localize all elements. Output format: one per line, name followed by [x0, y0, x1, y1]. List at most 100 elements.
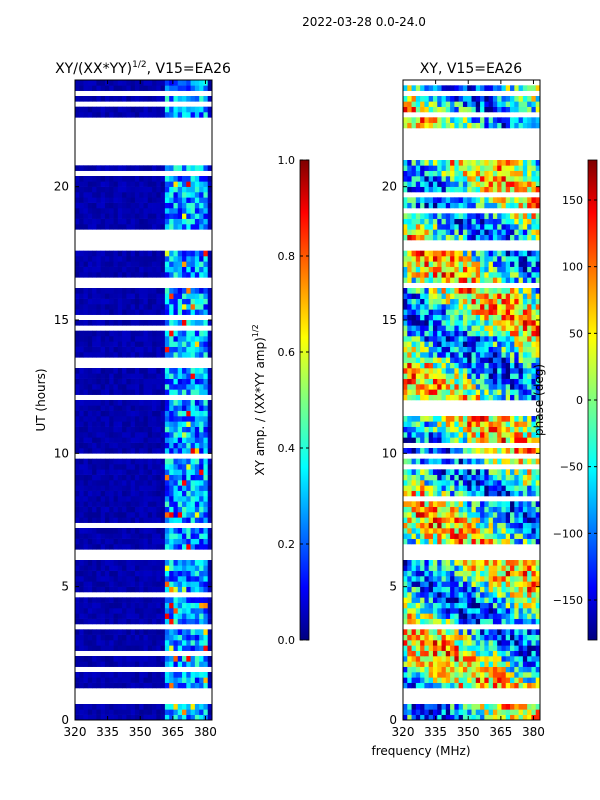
heatmap-cell — [87, 336, 93, 342]
heatmap-cell — [109, 608, 114, 614]
heatmap-cell — [458, 645, 464, 651]
heatmap-cell — [96, 288, 102, 294]
heatmap-cell — [445, 432, 451, 438]
heatmap-cell — [488, 538, 494, 545]
heatmap-cell — [194, 202, 200, 209]
heatmap-cell — [441, 618, 447, 625]
heatmap-cell — [152, 304, 157, 310]
heatmap-cell — [122, 634, 127, 641]
heatmap-cell — [203, 85, 209, 91]
heatmap-cell — [199, 613, 204, 619]
heatmap-cell — [100, 442, 106, 449]
heatmap-cell — [501, 528, 507, 534]
heatmap-cell — [87, 506, 93, 513]
heatmap-cell — [492, 602, 498, 609]
heatmap-cell — [186, 341, 191, 347]
heatmap-cell — [160, 634, 166, 641]
heatmap-cell — [407, 458, 412, 465]
heatmap-cell — [152, 629, 157, 635]
heatmap-cell — [403, 602, 408, 609]
heatmap-cell — [488, 618, 494, 625]
heatmap-cell — [100, 501, 106, 507]
heatmap-cell — [186, 464, 191, 470]
heatmap-cell — [96, 261, 102, 267]
heatmap-cell — [510, 277, 515, 283]
heatmap-cell — [156, 704, 162, 710]
heatmap-cell — [169, 704, 174, 710]
heatmap-cell — [462, 618, 468, 625]
heatmap-cell — [160, 714, 166, 721]
heatmap-cell — [182, 474, 187, 481]
heatmap-cell — [190, 597, 196, 603]
heatmap-cell — [484, 480, 490, 486]
heatmap-cell — [475, 517, 481, 523]
heatmap-cell — [113, 506, 119, 513]
heatmap-cell — [130, 618, 136, 625]
heatmap-cell — [109, 192, 114, 198]
heatmap-cell — [458, 432, 464, 438]
heatmap-cell — [501, 309, 507, 315]
heatmap-cell — [113, 496, 119, 502]
heatmap-cell — [139, 250, 144, 257]
heatmap-cell — [130, 389, 136, 395]
heatmap-cell — [199, 405, 204, 411]
heatmap-cell — [75, 517, 80, 523]
heatmap-cell — [432, 709, 438, 715]
heatmap-cell — [109, 378, 114, 385]
heatmap-cell — [492, 501, 498, 507]
heatmap-cell — [87, 576, 93, 582]
heatmap-cell — [497, 528, 502, 534]
heatmap-cell — [462, 656, 468, 662]
heatmap-cell — [147, 218, 153, 225]
heatmap-cell — [143, 634, 149, 641]
heatmap-cell — [143, 400, 149, 406]
heatmap-cell — [535, 538, 541, 545]
heatmap-cell — [104, 218, 110, 225]
heatmap-cell — [186, 389, 191, 395]
heatmap-cell — [117, 485, 123, 491]
heatmap-cell — [415, 522, 421, 529]
heatmap-cell — [454, 560, 460, 566]
heatmap-cell — [203, 266, 209, 273]
heatmap-cell — [109, 266, 114, 273]
heatmap-cell — [510, 394, 515, 401]
heatmap-cell — [87, 661, 93, 667]
heatmap-cell — [169, 448, 174, 454]
heatmap-cell — [535, 501, 541, 507]
heatmap-cell — [177, 298, 183, 305]
heatmap-cell — [207, 613, 213, 619]
heatmap-cell — [415, 608, 421, 614]
heatmap-cell — [87, 341, 93, 347]
heatmap-cell — [441, 421, 447, 427]
heatmap-cell — [514, 661, 519, 667]
heatmap-cell — [501, 522, 507, 529]
heatmap-cell — [92, 405, 97, 411]
heatmap-cell — [147, 410, 153, 417]
heatmap-cell — [194, 570, 200, 577]
heatmap-cell — [109, 602, 114, 609]
heatmap-cell — [505, 517, 511, 523]
heatmap-cell — [109, 677, 114, 683]
heatmap-cell — [522, 490, 528, 497]
heatmap-cell — [79, 544, 84, 550]
heatmap-cell — [407, 608, 412, 614]
heatmap-cell — [458, 448, 464, 454]
heatmap-cell — [79, 682, 84, 689]
heatmap-cell — [471, 576, 477, 582]
heatmap-cell — [173, 80, 179, 86]
heatmap-cell — [505, 458, 511, 465]
heatmap-cell — [169, 645, 174, 651]
heatmap-cell — [186, 437, 191, 443]
heatmap-cell — [130, 266, 136, 273]
heatmap-cell — [432, 474, 438, 481]
heatmap-cell — [122, 288, 127, 294]
heatmap-cell — [109, 634, 114, 641]
heatmap-cell — [475, 421, 481, 427]
heatmap-cell — [420, 645, 425, 651]
heatmap-cell — [126, 309, 132, 315]
heatmap-cell — [96, 629, 102, 635]
heatmap-cell — [411, 304, 417, 310]
heatmap-cell — [522, 341, 528, 347]
heatmap-cell — [199, 640, 204, 646]
heatmap-cell — [134, 208, 140, 214]
